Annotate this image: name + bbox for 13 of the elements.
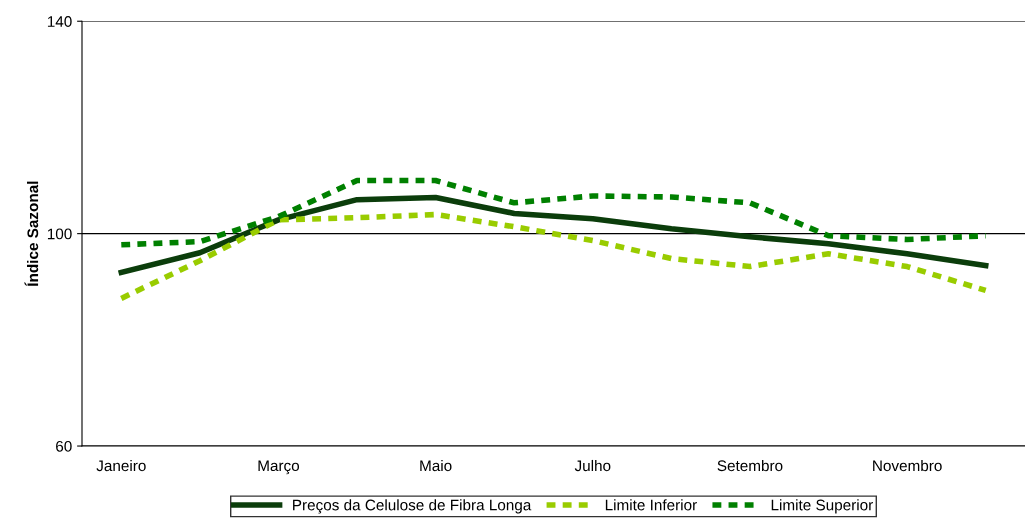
y-tick-label: 100 (47, 228, 72, 240)
x-tick-label: Janeiro (96, 459, 146, 472)
x-tick-label: Setembro (717, 459, 783, 472)
legend-label: Limite Superior (771, 499, 873, 514)
x-tick-label: Novembro (873, 459, 942, 472)
legend-label: Limite Inferior (605, 499, 697, 511)
y-axis-title: Índice Sazonal (24, 181, 39, 286)
y-tick-label: 60 (56, 440, 72, 452)
legend-label: Preços da Celulose de Fibra Longa (293, 499, 532, 514)
x-tick-label: Maio (420, 459, 452, 472)
x-tick-label: Julho (574, 459, 611, 472)
y-tick-label: 140 (47, 16, 72, 27)
x-tick-label: Março (258, 460, 300, 475)
